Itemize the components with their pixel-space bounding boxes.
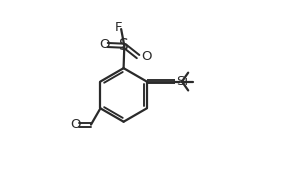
Text: Si: Si [176,75,188,88]
Text: O: O [99,39,109,52]
Text: S: S [119,38,129,53]
Text: O: O [142,50,152,63]
Text: F: F [115,21,122,34]
Text: O: O [70,118,81,131]
